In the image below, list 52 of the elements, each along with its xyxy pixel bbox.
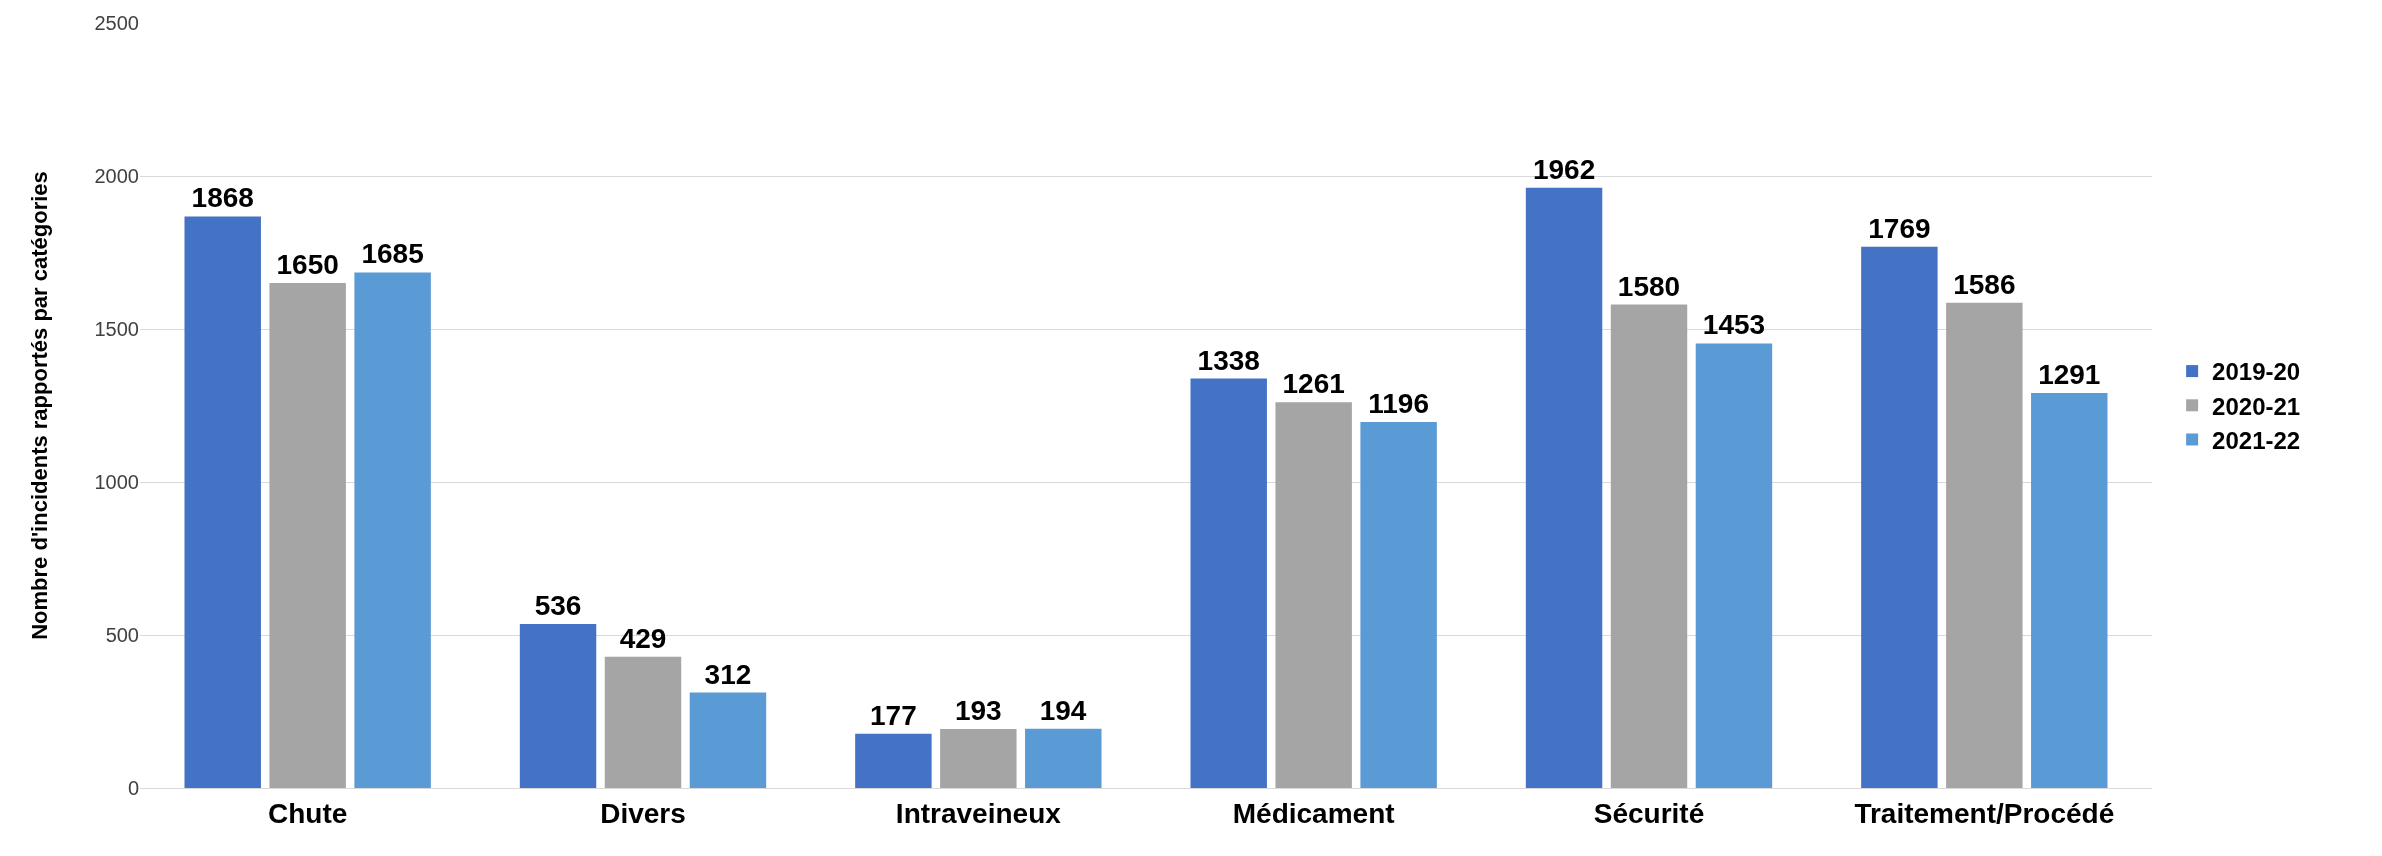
bar [269,283,346,788]
data-label: 194 [1039,694,1087,726]
bar [2031,392,2108,788]
x-tick-label: Médicament [1232,797,1395,829]
bar [354,272,431,788]
data-label: 1650 [276,249,339,281]
data-label: 193 [954,694,1002,726]
y-tick-label: 2500 [94,12,139,34]
bar [604,656,682,788]
bar [1695,343,1773,788]
data-label: 429 [619,622,667,654]
data-label: 1769 [1868,212,1931,244]
data-label: 312 [704,658,752,690]
bar [1525,187,1603,788]
y-tick-label: 1500 [94,318,139,340]
x-tick-label: Chute [268,797,348,829]
y-tick-label: 1000 [94,471,139,493]
bar [689,692,767,788]
data-label: 1453 [1702,309,1766,341]
data-label: 1586 [1953,268,2016,300]
bar [1275,402,1352,788]
bar [855,733,932,788]
y-tick-label: 0 [127,777,139,799]
data-label: 1196 [1368,388,1429,420]
legend-label: 2020-21 [2212,392,2301,420]
bar [184,216,261,788]
legend-label: 2021-22 [2212,426,2301,454]
data-label: 1338 [1197,344,1260,376]
x-tick-label: Intraveineux [895,797,1062,829]
data-label: 177 [870,699,917,731]
bar [519,623,597,788]
y-tick-label: 500 [105,624,139,646]
bar [1861,246,1938,788]
data-label: 1868 [191,182,254,214]
data-label: 1580 [1617,270,1681,302]
data-label: 1261 [1282,368,1345,400]
data-label: 1291 [2038,358,2101,390]
bar [940,728,1017,788]
legend-label: 2019-20 [2212,358,2301,386]
data-label: 1685 [361,238,424,270]
bar [1610,304,1688,788]
bar [1190,378,1267,788]
y-axis-title: Nombre d'incidents rapportés par catégories [27,171,53,640]
bar [1025,728,1102,788]
y-tick-label: 2000 [94,165,139,187]
x-tick-label: Traitement/Procédé [1854,797,2115,829]
x-tick-label: Sécurité [1593,797,1705,829]
bar [1360,422,1437,788]
data-label: 1962 [1532,153,1596,185]
x-tick-label: Divers [600,797,686,829]
data-label: 536 [534,589,582,621]
bar [1946,302,2023,788]
